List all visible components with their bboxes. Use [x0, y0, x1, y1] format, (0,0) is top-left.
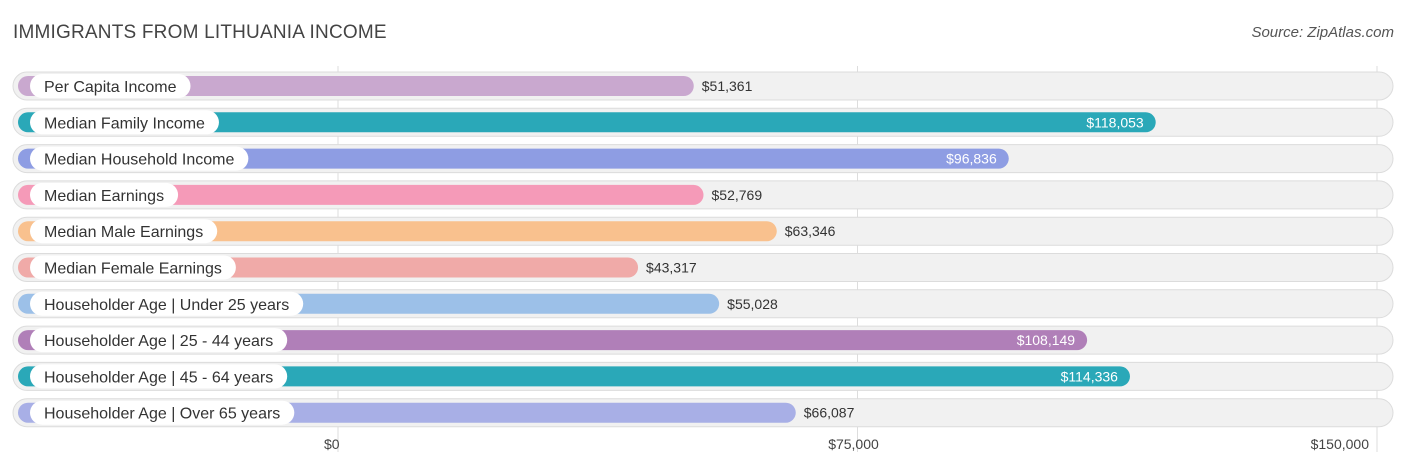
value-label: $55,028 [727, 296, 778, 312]
chart-title: IMMIGRANTS FROM LITHUANIA INCOME [13, 22, 387, 43]
bar [18, 184, 704, 205]
bar-row: Householder Age | Over 65 years $66,087 [12, 398, 1394, 428]
value-label: $96,836 [946, 151, 997, 167]
category-pill [30, 182, 179, 207]
value-label: $52,769 [712, 187, 763, 203]
category-pill [30, 219, 218, 244]
value-label: $118,053 [1086, 114, 1144, 130]
category-pill [30, 255, 236, 280]
value-label: $43,317 [646, 260, 697, 276]
category-label: Householder Age | 25 - 44 years [44, 333, 273, 350]
x-axis: $0 $75,000 $150,000 [324, 436, 1369, 452]
x-tick-label: $0 [324, 436, 340, 452]
bar [18, 148, 1009, 169]
category-label: Householder Age | 45 - 64 years [44, 369, 273, 386]
category-pill [30, 400, 295, 425]
bar-row: Per Capita Income $51,361 [12, 71, 1394, 101]
x-tick-label: $75,000 [828, 436, 879, 452]
category-pill [30, 146, 249, 171]
bar-row: Householder Age | Under 25 years $55,028 [12, 289, 1394, 319]
bar-row: Householder Age | 45 - 64 years $114,336 [12, 361, 1394, 391]
value-label: $114,336 [1061, 368, 1119, 384]
category-pill [30, 74, 191, 98]
x-tick-label: $150,000 [1311, 436, 1370, 452]
category-pill [30, 364, 288, 389]
category-pill [30, 110, 219, 135]
category-pill [30, 328, 288, 353]
category-label: Per Capita Income [44, 79, 177, 96]
value-label: $51,361 [702, 78, 753, 94]
category-label: Householder Age | Over 65 years [44, 406, 280, 423]
category-label: Median Female Earnings [44, 261, 222, 278]
value-label: $108,149 [1017, 332, 1076, 348]
bar-row: Median Male Earnings $63,346 [12, 216, 1394, 246]
bar-row: Median Household Income $96,836 [12, 144, 1394, 174]
bar [18, 112, 1156, 133]
bar-row: Median Female Earnings $43,317 [12, 253, 1394, 282]
value-label: $66,087 [804, 405, 855, 421]
category-pill [30, 291, 304, 316]
category-label: Median Family Income [44, 115, 205, 132]
bar [18, 366, 1130, 387]
bar-row: Median Family Income $118,053 [12, 107, 1394, 137]
bar-row: Median Earnings $52,769 [12, 180, 1394, 210]
category-label: Median Earnings [44, 188, 164, 205]
category-label: Householder Age | Under 25 years [44, 297, 289, 314]
bar-row: Householder Age | 25 - 44 years $108,149 [12, 325, 1394, 355]
chart-source: Source: ZipAtlas.com [1251, 24, 1394, 41]
category-label: Median Household Income [44, 152, 234, 169]
category-label: Median Male Earnings [44, 224, 203, 241]
value-label: $63,346 [785, 223, 836, 239]
